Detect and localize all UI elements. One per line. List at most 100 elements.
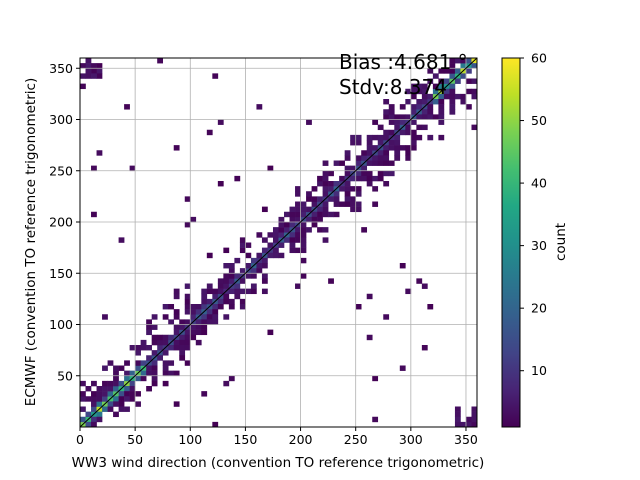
heatmap-cell xyxy=(333,196,340,202)
heatmap-cell xyxy=(454,406,461,412)
heatmap-cell xyxy=(421,88,428,95)
heatmap-cell xyxy=(96,401,103,407)
x-tick-label: 100 xyxy=(178,432,202,447)
heatmap-cell xyxy=(460,73,467,79)
heatmap-cell xyxy=(102,386,108,392)
heatmap-cell xyxy=(140,370,147,377)
heatmap-cell xyxy=(306,119,312,125)
heatmap-cell xyxy=(394,145,401,151)
heatmap-cell xyxy=(118,396,125,402)
heatmap-cell xyxy=(173,324,180,330)
heatmap-cell xyxy=(129,396,136,402)
heatmap-cell xyxy=(245,263,252,269)
heatmap-cell xyxy=(432,88,439,95)
heatmap-cell xyxy=(388,109,395,115)
y-tick-label: 100 xyxy=(49,317,73,332)
heatmap-cell xyxy=(377,170,384,177)
heatmap-cell xyxy=(96,150,103,156)
heatmap-cell xyxy=(267,252,274,259)
heatmap-cell xyxy=(278,242,285,248)
heatmap-cell xyxy=(162,350,169,356)
heatmap-cell xyxy=(416,83,423,90)
heatmap-cell xyxy=(350,206,356,213)
heatmap-cell xyxy=(465,78,472,84)
heatmap-cell xyxy=(223,278,230,284)
heatmap-cell xyxy=(96,411,103,418)
heatmap-cell xyxy=(184,293,191,300)
x-tick-label: 250 xyxy=(344,432,368,447)
heatmap-cell xyxy=(295,191,301,197)
heatmap-cell xyxy=(234,175,241,182)
heatmap-cell xyxy=(438,104,445,110)
heatmap-cell xyxy=(85,411,92,418)
heatmap-cell xyxy=(190,329,197,336)
heatmap-cell xyxy=(328,170,334,177)
heatmap-cell xyxy=(421,99,428,105)
heatmap-cell xyxy=(306,227,312,233)
heatmap-cell xyxy=(124,386,130,392)
heatmap-cell xyxy=(416,99,423,105)
heatmap-cell xyxy=(295,211,301,218)
heatmap-cell xyxy=(140,360,147,366)
heatmap-cell xyxy=(300,227,307,233)
heatmap-cell xyxy=(454,78,461,84)
heatmap-cell xyxy=(173,339,180,346)
heatmap-cell xyxy=(350,175,356,182)
heatmap-cell xyxy=(388,145,395,151)
heatmap-cell xyxy=(151,360,158,366)
heatmap-cell xyxy=(317,175,323,182)
heatmap-cell xyxy=(245,288,252,295)
heatmap-cell xyxy=(201,324,208,330)
heatmap-cell xyxy=(217,283,224,289)
heatmap-cell xyxy=(333,211,340,218)
heatmap-cell xyxy=(261,278,268,284)
heatmap-cell xyxy=(322,175,329,182)
heatmap-cell xyxy=(388,114,395,120)
heatmap-cell xyxy=(179,334,186,341)
heatmap-cell xyxy=(146,345,152,351)
heatmap-cell xyxy=(146,355,152,361)
heatmap-cell xyxy=(427,134,434,141)
heatmap-cell xyxy=(377,150,384,156)
heatmap-cell xyxy=(135,350,141,356)
heatmap-cell xyxy=(91,396,97,402)
heatmap-cell xyxy=(443,68,450,74)
x-axis-label: WW3 wind direction (convention TO refere… xyxy=(72,455,485,471)
heatmap-cell xyxy=(317,211,323,218)
heatmap-cell xyxy=(399,114,406,120)
heatmap-cell xyxy=(284,211,290,218)
heatmap-cell xyxy=(195,339,202,346)
heatmap-cell xyxy=(405,150,412,156)
heatmap-cell xyxy=(410,104,417,110)
heatmap-cell xyxy=(306,216,312,223)
heatmap-cell xyxy=(239,298,246,305)
heatmap-cell xyxy=(361,227,368,233)
heatmap-cell xyxy=(454,416,461,423)
heatmap-cell xyxy=(410,145,417,151)
heatmap-cell xyxy=(195,324,202,330)
heatmap-cell xyxy=(427,104,434,110)
heatmap-cell xyxy=(317,196,323,202)
heatmap-cell xyxy=(284,222,290,228)
heatmap-cell xyxy=(394,155,401,161)
heatmap-cell xyxy=(107,360,114,366)
heatmap-cell xyxy=(91,401,97,407)
heatmap-cell xyxy=(168,319,175,325)
heatmap-cell xyxy=(372,155,379,161)
heatmap-cell xyxy=(322,186,329,192)
heatmap-cell xyxy=(184,345,191,351)
heatmap-cell xyxy=(322,227,329,233)
heatmap-cell xyxy=(80,73,86,79)
heatmap-cell xyxy=(465,421,472,427)
heatmap-cell xyxy=(399,263,406,269)
y-axis-label: ECMWF (convention TO reference trigonome… xyxy=(23,78,39,406)
heatmap-cell xyxy=(135,345,141,351)
heatmap-cell xyxy=(223,298,230,305)
heatmap-cell xyxy=(261,263,268,269)
heatmap-cell xyxy=(190,324,197,330)
heatmap-cell xyxy=(135,360,141,366)
heatmap-cell xyxy=(460,421,467,427)
x-tick-label: 0 xyxy=(76,432,84,447)
heatmap-cell xyxy=(344,181,351,187)
heatmap-cell xyxy=(118,237,125,243)
